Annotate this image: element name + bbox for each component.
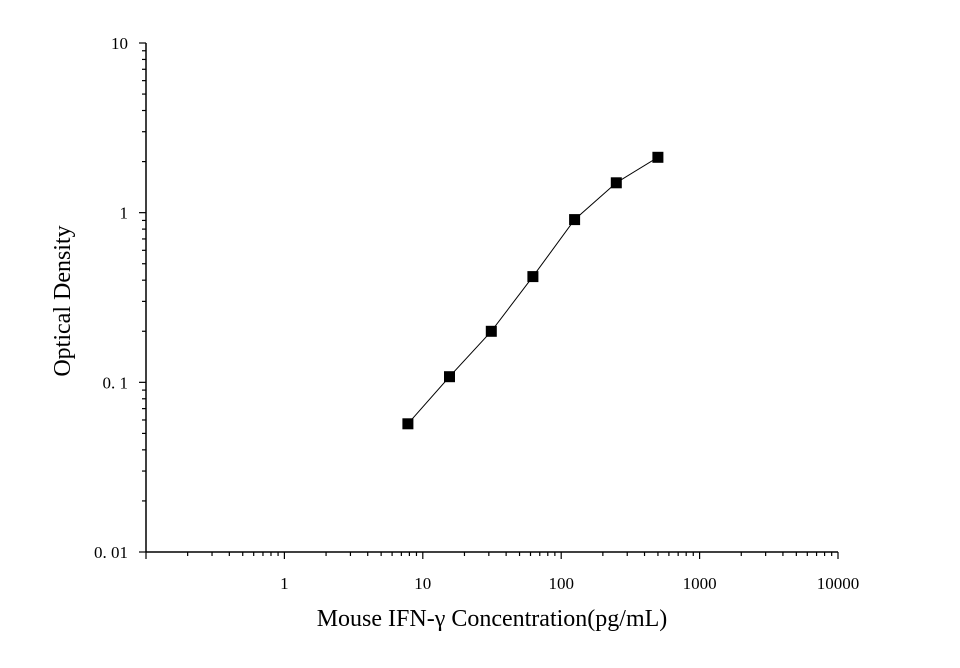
y-tick-label: 0. 01 [94,543,128,562]
data-point [527,271,539,283]
x-tick-label: 100 [548,574,574,593]
series-line [407,156,659,425]
x-tick-label: 10 [414,574,431,593]
data-point [610,177,622,189]
y-tick-label: 10 [111,34,128,53]
axes-layer [145,43,838,553]
x-tick-label: 1000 [683,574,717,593]
y-tick-label: 0. 1 [103,373,129,392]
data-point [569,214,581,226]
data-point [485,325,497,337]
y-axis-title: Optical Density [50,225,76,376]
data-point [402,418,414,430]
series-layer [402,151,664,430]
tick-labels-layer: 1 10 100 1000 10000 10 1 0. 1 0. 01 [94,34,859,593]
ticks-layer [139,42,839,559]
data-point [652,151,664,163]
x-axis-title: Mouse IFN-γ Concentration(pg/mL) [317,606,668,632]
y-tick-label: 1 [120,204,129,223]
x-tick-label: 10000 [817,574,860,593]
x-tick-label: 1 [280,574,289,593]
data-point [444,371,455,383]
